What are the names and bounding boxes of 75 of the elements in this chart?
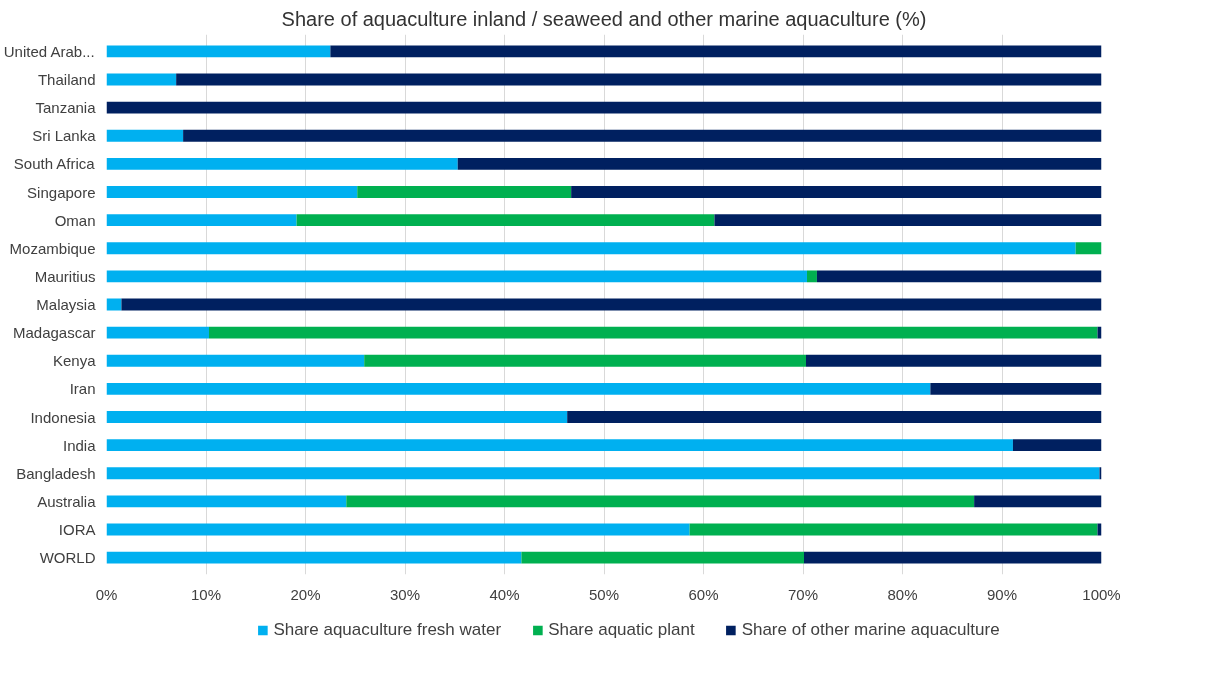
y-tick-label: Oman xyxy=(54,211,96,229)
y-tick-label: IORA xyxy=(58,521,96,538)
y-tick-label: India xyxy=(62,436,97,454)
bar xyxy=(176,73,1102,86)
bar xyxy=(106,354,365,367)
legend-label: Share aquaculture fresh water xyxy=(273,620,502,640)
bar xyxy=(1075,242,1102,255)
x-tick-label: 40% xyxy=(489,585,520,603)
bar xyxy=(803,551,1102,564)
x-tick-label: 30% xyxy=(389,585,421,603)
y-tick-label: Indonesia xyxy=(30,408,97,426)
x-tick-label: 0% xyxy=(95,585,118,603)
bar xyxy=(106,101,1102,114)
bar xyxy=(521,551,804,564)
y-tick-label: Madagascar xyxy=(12,324,96,342)
bar xyxy=(106,439,1013,452)
y-tick-label: Kenya xyxy=(52,352,97,370)
y-tick-label: Tanzania xyxy=(35,99,97,117)
bar xyxy=(805,354,1102,367)
bar xyxy=(106,186,358,198)
y-tick-label: Malaysia xyxy=(36,296,97,313)
bar xyxy=(106,45,331,58)
legend-label: Share aquatic plant xyxy=(548,620,695,640)
x-tick-label: 50% xyxy=(588,585,620,603)
bar xyxy=(364,354,806,367)
y-tick-label: Sri Lanka xyxy=(32,127,97,145)
bar xyxy=(296,214,715,227)
chart-title: Share of aquaculture inland / seaweed and other marine aquaculture (%) xyxy=(281,7,927,30)
y-tick-label: Australia xyxy=(37,492,97,510)
bar xyxy=(457,157,1102,170)
bar xyxy=(106,411,568,423)
bar xyxy=(106,467,1100,480)
bar xyxy=(571,186,1102,198)
bar xyxy=(106,242,1076,255)
bar xyxy=(106,495,347,508)
x-tick-label: 60% xyxy=(688,585,719,603)
x-tick-label: 80% xyxy=(887,585,918,603)
bar xyxy=(106,73,177,86)
y-tick-label: Mozambique xyxy=(9,239,96,257)
y-tick-label: South Africa xyxy=(13,155,96,173)
x-tick-label: 10% xyxy=(190,585,222,603)
bar xyxy=(1012,439,1102,452)
legend-label: Share of other marine aquaculture xyxy=(741,620,1000,640)
bar xyxy=(974,495,1102,508)
x-tick-label: 70% xyxy=(787,585,819,603)
y-tick-label: Thailand xyxy=(37,71,96,88)
y-tick-label: United Arab... xyxy=(3,42,95,60)
bar xyxy=(816,270,1102,283)
bar xyxy=(106,382,931,395)
bar xyxy=(689,523,1098,536)
bar xyxy=(106,157,458,170)
bar xyxy=(121,298,1102,311)
bar xyxy=(567,411,1102,423)
x-tick-label: 90% xyxy=(986,585,1018,603)
bar xyxy=(346,495,975,508)
bar xyxy=(106,551,522,564)
bar xyxy=(357,186,572,198)
y-tick-label: WORLD xyxy=(39,549,96,567)
bar xyxy=(106,326,209,339)
bar xyxy=(183,129,1102,142)
bar xyxy=(930,382,1102,395)
y-tick-label: Mauritius xyxy=(34,267,96,285)
bar xyxy=(208,326,1098,339)
bar xyxy=(106,214,297,227)
bar xyxy=(714,214,1102,227)
y-tick-label: Singapore xyxy=(27,183,96,201)
bar xyxy=(330,45,1102,58)
bar xyxy=(106,129,184,142)
x-tick-label: 20% xyxy=(290,585,321,603)
bar xyxy=(106,270,807,283)
x-tick-label: 100% xyxy=(1082,585,1121,603)
bar xyxy=(806,270,817,283)
bar xyxy=(106,523,690,536)
y-tick-label: Iran xyxy=(69,380,96,398)
y-tick-label: Bangladesh xyxy=(16,464,96,482)
